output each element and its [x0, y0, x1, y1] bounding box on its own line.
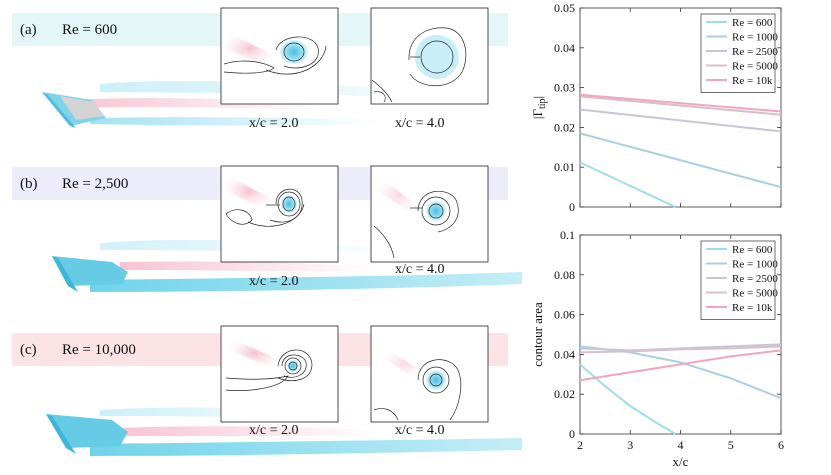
- legend-entry: Re = 600: [732, 244, 773, 256]
- legend: Re = 600 Re = 1000 Re = 2500 Re = 5000 Re = …: [700, 13, 778, 93]
- y-axis-label: contour area: [530, 302, 545, 367]
- y-tick-label: 0.06: [554, 308, 575, 322]
- panel-label: (c): [20, 342, 37, 358]
- x-axis-label: x/c: [673, 454, 689, 469]
- y-tick-label: 0.08: [554, 268, 575, 282]
- wing-wake-render: [52, 239, 522, 292]
- series-line: [579, 132, 782, 189]
- panel-label: (b): [20, 176, 38, 192]
- reynolds-label: Re = 600: [62, 22, 117, 38]
- series-line: [579, 343, 782, 352]
- inset-b-xc2: x/c = 2.0: [220, 165, 339, 289]
- inset-caption: x/c = 2.0: [249, 116, 299, 131]
- y-tick-label: 0.05: [554, 1, 575, 15]
- reynolds-label: Re = 10,000: [62, 342, 136, 358]
- legend-entry: Re = 1000: [732, 32, 778, 44]
- series-line: [579, 108, 782, 133]
- series-line: [579, 95, 782, 116]
- inset-b-xc4: x/c = 4.0: [370, 165, 489, 277]
- series-line: [579, 161, 676, 208]
- inset-caption: x/c = 4.0: [395, 423, 445, 438]
- inset-c-xc4: x/c = 4.0: [370, 325, 489, 438]
- legend-entry: Re = 600: [732, 17, 773, 29]
- x-tick-label: 2: [577, 438, 583, 452]
- legend-entry: Re = 10k: [732, 302, 773, 314]
- inset-caption: x/c = 2.0: [249, 274, 299, 289]
- x-tick-label: 3: [627, 438, 633, 452]
- y-tick-label: 0.02: [554, 120, 575, 134]
- reynolds-label: Re = 2,500: [62, 176, 128, 192]
- inset-caption: x/c = 2.0: [249, 423, 299, 438]
- x-tick-label: 5: [728, 438, 734, 452]
- inset-c-xc2: x/c = 2.0: [220, 325, 339, 438]
- legend-entry: Re = 10k: [732, 75, 773, 87]
- legend-entry: Re = 1000: [732, 259, 778, 271]
- inset-a-xc4: x/c = 4.0: [370, 7, 489, 131]
- panel-label: (a): [20, 22, 37, 38]
- legend: Re = 600 Re = 1000 Re = 2500 Re = 5000 Re = …: [700, 240, 778, 320]
- y-tick-label: 0.04: [554, 347, 575, 361]
- legend-entry: Re = 2500: [732, 46, 778, 58]
- y-tick-label: 0.02: [554, 387, 575, 401]
- series-line: [579, 349, 782, 382]
- y-tick-label: 0.1: [560, 228, 575, 242]
- series-line: [579, 345, 782, 354]
- y-tick-label: 0: [569, 427, 575, 441]
- wing-wake-render: [46, 407, 522, 456]
- series-line: [579, 363, 677, 435]
- y-tick-label: 0.04: [554, 41, 575, 55]
- legend-entry: Re = 5000: [732, 288, 778, 300]
- legend-entry: Re = 2500: [732, 273, 778, 285]
- x-tick-label: 4: [678, 438, 684, 452]
- y-tick-label: 0.01: [554, 160, 575, 174]
- inset-caption: x/c = 4.0: [395, 262, 445, 277]
- inset-caption: x/c = 4.0: [395, 116, 445, 131]
- y-tick-label: 0.03: [554, 81, 575, 95]
- inset-a-xc2: x/c = 2.0: [220, 7, 339, 131]
- y-axis-label: |Γtip|: [530, 96, 548, 119]
- chart-contour-area: 0 0.02 0.04 0.06 0.08 0.1 2 3 4 5 6 Re = 600 Re = 10…: [530, 228, 784, 469]
- y-tick-label: 0: [569, 200, 575, 214]
- x-tick-label: 6: [778, 438, 784, 452]
- legend-entry: Re = 5000: [732, 61, 778, 73]
- series-line: [579, 93, 782, 113]
